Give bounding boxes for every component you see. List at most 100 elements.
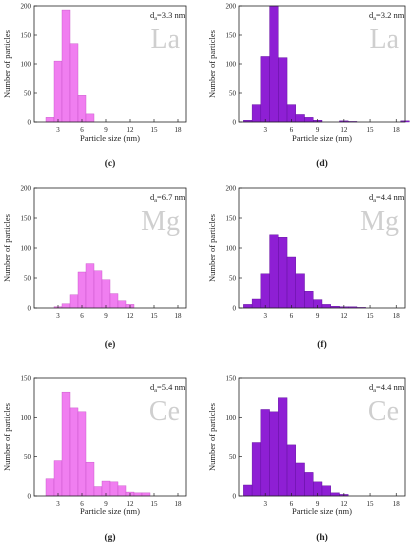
x-tick-label: 6 — [80, 312, 84, 320]
x-tick-label: 12 — [340, 126, 348, 134]
x-tick-label: 12 — [340, 312, 348, 320]
y-tick-label: 100 — [21, 61, 32, 69]
histogram-bar — [53, 460, 63, 497]
panel-caption: (f) — [317, 339, 327, 350]
histogram-bar — [53, 60, 63, 123]
histogram-bar — [260, 56, 270, 123]
y-tick-label: 150 — [226, 215, 237, 223]
y-tick-label: 50 — [229, 453, 237, 461]
histogram-bar — [321, 304, 331, 309]
histogram-bar — [109, 481, 119, 497]
y-tick-label: 100 — [21, 414, 32, 422]
x-tick-label: 6 — [290, 126, 294, 134]
x-tick-label: 9 — [316, 126, 320, 134]
y-tick-label: 100 — [226, 61, 237, 69]
element-label: La — [369, 24, 399, 55]
histogram-bar — [251, 298, 262, 309]
element-label: Mg — [360, 206, 399, 237]
x-tick-label: 3 — [263, 312, 267, 320]
histogram-bar — [133, 492, 143, 497]
x-tick-label: 12 — [127, 312, 135, 320]
x-tick-label: 18 — [393, 500, 401, 508]
y-tick-label: 150 — [21, 375, 32, 383]
element-label: Mg — [141, 206, 180, 237]
histogram-bar — [101, 279, 111, 309]
panel-f: Ce 3 6 9 12 15 18 0 50 100 150 Number of particles P… — [207, 375, 406, 543]
panel-e: Ce 3 6 9 12 15 18 0 50 100 150 Number of particles P… — [2, 375, 187, 543]
y-tick-label: 50 — [229, 275, 237, 283]
histogram-bar — [85, 461, 95, 497]
y-tick-label: 200 — [21, 3, 32, 11]
histogram-bar — [61, 391, 71, 497]
histogram-bar — [278, 57, 288, 123]
panel-b: La 3 6 9 12 15 18 0 50 100 150 200 Number of particl… — [207, 3, 410, 169]
panel-c: Mg 3 6 9 12 15 18 0 50 100 150 200 Number of particl… — [2, 185, 187, 350]
y-axis-label: Number of particles — [207, 30, 217, 98]
panel-caption: (h) — [316, 532, 328, 543]
x-tick-label: 18 — [175, 126, 183, 134]
y-tick-label: 50 — [24, 453, 32, 461]
x-tick-label: 3 — [56, 312, 60, 320]
panel-a: La 3 6 9 12 15 18 0 50 100 150 200 Number of particl… — [2, 3, 187, 169]
x-tick-label: 15 — [367, 500, 375, 508]
x-tick-label: 9 — [104, 312, 108, 320]
histogram-bar — [69, 407, 79, 497]
x-tick-label: 15 — [367, 312, 375, 320]
panel-d: Mg 3 6 9 12 15 18 0 50 100 150 200 Number of particl… — [207, 185, 406, 350]
y-tick-label: 150 — [21, 32, 32, 40]
mean-size-label: da=6.7 nm — [150, 192, 186, 204]
x-tick-label: 9 — [316, 500, 320, 508]
x-tick-label: 15 — [367, 126, 375, 134]
y-tick-label: 0 — [28, 493, 32, 501]
x-axis-label: Particle size (nm) — [292, 506, 352, 516]
element-label: Ce — [149, 396, 180, 427]
x-tick-label: 6 — [80, 126, 84, 134]
histogram-bar — [269, 5, 279, 123]
histogram-bar — [286, 444, 296, 497]
x-axis-label: Particle size (nm) — [80, 506, 140, 516]
histogram-bar — [304, 472, 314, 497]
y-tick-label: 0 — [233, 119, 237, 127]
histogram-bar — [69, 43, 79, 123]
y-tick-label: 200 — [226, 185, 237, 193]
histogram-bar — [295, 114, 305, 123]
y-tick-label: 150 — [21, 215, 32, 223]
y-axis-label: Number of particles — [2, 30, 12, 98]
y-tick-label: 0 — [233, 493, 237, 501]
x-tick-label: 3 — [263, 126, 267, 134]
histogram-bar — [278, 397, 288, 497]
y-axis-label: Number of particles — [2, 214, 12, 282]
x-axis-label: Particle size (nm) — [80, 133, 140, 143]
mean-size-label: da=4.4 nm — [369, 382, 405, 394]
x-tick-label: 18 — [393, 312, 401, 320]
histogram-bar — [304, 291, 314, 309]
histogram-bar — [109, 293, 119, 309]
y-axis-label: Number of particles — [207, 403, 217, 471]
x-tick-label: 18 — [175, 312, 183, 320]
histogram-bar — [61, 303, 71, 309]
histogram-bar — [77, 411, 87, 497]
x-tick-label: 6 — [80, 500, 84, 508]
x-tick-label: 3 — [56, 500, 60, 508]
mean-size-label: da=5.4 nm — [150, 382, 186, 394]
histogram-bar — [85, 263, 95, 309]
histogram-bar — [117, 300, 127, 309]
y-tick-label: 0 — [233, 305, 237, 313]
histogram-bar — [93, 270, 103, 309]
y-tick-label: 200 — [226, 3, 237, 11]
panel-caption: (c) — [105, 158, 116, 169]
y-tick-label: 100 — [226, 245, 237, 253]
y-tick-label: 50 — [24, 275, 32, 283]
histogram-bar — [85, 113, 95, 123]
histogram-bar — [278, 236, 288, 309]
histogram-bar — [61, 9, 71, 123]
y-tick-label: 0 — [28, 305, 32, 313]
histogram-bar — [330, 492, 340, 497]
panel-caption: (g) — [104, 532, 115, 543]
y-tick-label: 50 — [24, 90, 32, 98]
y-tick-label: 100 — [226, 414, 237, 422]
x-tick-label: 18 — [393, 126, 401, 134]
y-axis-label: Number of particles — [2, 403, 12, 471]
histogram-bar — [295, 462, 305, 497]
